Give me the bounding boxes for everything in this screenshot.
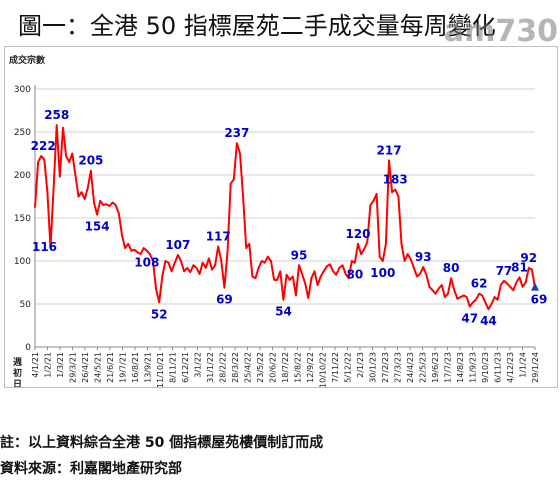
x-axis-title-char: 週 — [13, 357, 23, 368]
x-tick-label: 14/8/23 — [456, 352, 465, 383]
x-tick-label: 21/6/21 — [106, 352, 115, 383]
x-axis-title-char: 初 — [13, 367, 22, 379]
x-tick-label: 4/12/23 — [506, 352, 515, 383]
x-tick-label: 7/11/22 — [331, 352, 340, 383]
data-label: 258 — [44, 108, 69, 122]
x-tick-label: 16/8/21 — [131, 352, 140, 383]
data-label: 69 — [216, 293, 233, 307]
x-tick-label: 24/5/21 — [94, 352, 103, 383]
data-label: 237 — [224, 126, 249, 140]
data-label: 52 — [151, 307, 168, 321]
data-label: 205 — [78, 154, 103, 168]
y-tick-label: 300 — [14, 85, 31, 95]
data-label: 44 — [480, 314, 497, 328]
y-tick-label: 100 — [14, 257, 31, 267]
x-tick-label: 25/4/22 — [244, 352, 253, 383]
data-label: 80 — [347, 268, 364, 282]
x-tick-label: 10/10/22 — [319, 352, 328, 387]
x-tick-label: 20/6/22 — [269, 352, 278, 383]
chart-title: 圖一：全港 50 指標屋苑二手成交量每周變化 — [18, 12, 496, 40]
x-tick-label: 8/11/21 — [169, 352, 178, 383]
x-tick-label: 28/2/22 — [219, 352, 228, 383]
x-tick-label: 1/1/24 — [519, 352, 528, 378]
x-tick-label: 19/7/21 — [119, 352, 128, 383]
x-tick-label: 27/2/23 — [381, 352, 390, 383]
data-label: 47 — [461, 312, 478, 326]
data-label: 95 — [291, 248, 308, 262]
data-label: 108 — [134, 256, 159, 270]
data-label: 120 — [345, 227, 370, 241]
x-tick-label: 29/1/24 — [531, 352, 540, 383]
end-point-marker — [531, 282, 539, 291]
data-label: 217 — [377, 143, 402, 157]
y-axis-title: 成交宗數 — [9, 54, 46, 66]
x-tick-label: 3/1/22 — [194, 352, 203, 378]
x-tick-label: 2/1/23 — [356, 352, 365, 378]
x-tick-label: 4/1/21 — [31, 352, 40, 378]
x-tick-label: 15/8/22 — [294, 352, 303, 383]
x-tick-label: 1/3/21 — [56, 352, 65, 378]
x-tick-label: 24/4/23 — [406, 352, 415, 383]
y-tick-label: 150 — [14, 214, 31, 224]
watermark-logo: am730 — [443, 14, 558, 49]
x-tick-label: 26/4/21 — [81, 352, 90, 383]
data-label: 100 — [370, 266, 395, 280]
y-tick-label: 50 — [20, 300, 32, 310]
data-label: 154 — [85, 220, 110, 234]
data-label: 54 — [275, 305, 292, 319]
data-label: 222 — [31, 139, 56, 153]
x-axis-title-char: 日 — [13, 379, 22, 387]
y-tick-label: 250 — [14, 128, 31, 138]
line-chart: 成交宗數 0 50 100 150 200 250 300 4/1/21 1/2/21 1/3/21… — [9, 54, 548, 387]
x-tick-label: 11/10/21 — [156, 352, 165, 387]
x-tick-label: 12/9/22 — [306, 352, 315, 383]
source-note: 資料來源：利嘉閣地產研究部 — [0, 461, 182, 477]
data-label: 92 — [520, 251, 537, 265]
data-label: 116 — [32, 240, 57, 254]
x-tick-label: 29/3/21 — [69, 352, 78, 383]
x-tick-label: 6/12/21 — [181, 352, 190, 383]
x-tick-label: 1/2/21 — [44, 352, 53, 378]
x-tick-label: 28/3/22 — [231, 352, 240, 383]
data-label: 62 — [471, 277, 488, 291]
data-label: 117 — [206, 229, 231, 243]
x-tick-label: 6/11/23 — [494, 352, 503, 383]
data-label: 107 — [165, 238, 190, 252]
series-line — [34, 124, 536, 311]
data-label: 77 — [496, 264, 513, 278]
x-tick-label: 22/5/23 — [419, 352, 428, 383]
x-tick-label: 17/7/23 — [444, 352, 453, 383]
x-tick-label: 9/10/23 — [481, 352, 490, 383]
x-tick-label: 27/3/23 — [394, 352, 403, 383]
data-label: 93 — [415, 250, 432, 264]
chart-frame: 成交宗數 0 50 100 150 200 250 300 4/1/21 1/2/21 1/3/21… — [4, 46, 558, 388]
y-tick-label: 0 — [25, 343, 31, 353]
x-tick-label: 5/12/22 — [344, 352, 353, 383]
x-tick-label: 31/1/22 — [206, 352, 215, 383]
x-tick-label: 18/7/22 — [281, 352, 290, 383]
data-label: 183 — [383, 173, 408, 187]
x-tick-label: 13/9/21 — [144, 352, 153, 383]
data-label: 81 — [511, 260, 528, 274]
x-tick-label: 11/9/23 — [469, 352, 478, 383]
x-tick-label: 30/1/23 — [369, 352, 378, 383]
x-tick-label: 23/5/22 — [256, 352, 265, 383]
x-tick-label: 19/6/23 — [431, 352, 440, 383]
y-tick-label: 200 — [14, 171, 31, 181]
data-label: 80 — [443, 261, 460, 275]
data-label: 69 — [531, 293, 548, 307]
footnote: 註：以上資料綜合全港 50 個指標屋苑樓價制訂而成 — [0, 435, 324, 451]
